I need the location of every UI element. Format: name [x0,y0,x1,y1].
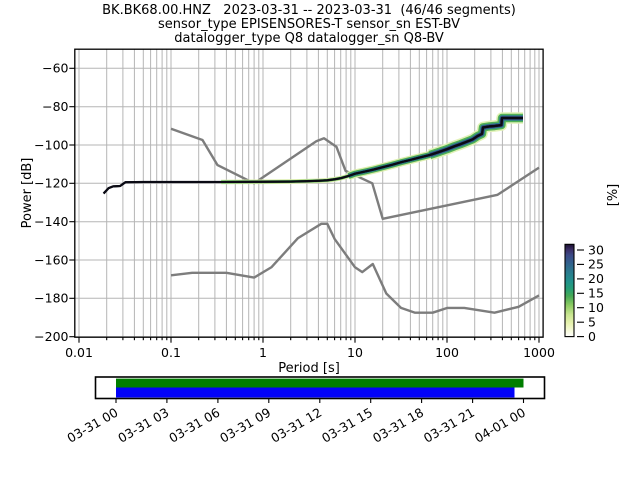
colorbar-tick-label: 5 [588,314,596,329]
y-axis-label: Power [dB] [20,158,35,229]
axis-tick-labels: 0.01 0.1 1 10 100 1000 −60 −80 −100 −120 −140 −160 −… [34,61,555,360]
y-tick-label: −160 [34,252,68,267]
chart-subtitle-sensor: sensor_type EPISENSORES-T sensor_sn EST-… [158,17,460,32]
chart-title: BK.BK68.00.HNZ 2023-03-31 -- 2023-03-31 … [102,3,516,18]
colorbar-tick-label: 15 [588,286,604,301]
colorbar-tick-label: 10 [588,300,604,315]
colorbar-tick-label: 20 [588,271,604,286]
noise-model-low-NLNM-curve [170,222,540,314]
chart-canvas: 0.01 0.1 1 10 100 1000−60−80−100−120−140−160−… [34,48,604,446]
y-tick-label: −120 [34,176,68,191]
curves [102,112,540,314]
noise-model-high-NHNM-curve [170,127,540,220]
x-tick-label: 0.1 [161,345,181,360]
timeline-tick-label: 03-31 15 [319,405,375,446]
timeline-tick-label: 03-31 00 [64,405,120,446]
plot-frame [74,48,544,338]
timeline-tick-label: 03-31 21 [421,405,477,446]
y-tick-label: −140 [34,214,68,229]
psd-mode-curve [102,116,523,195]
coverage-data-segment [116,378,524,388]
y-tick-label: −180 [34,291,68,306]
y-tick-label: −100 [34,137,68,152]
x-axis-label: Period [s] [278,361,340,376]
timeline-tick-label: 03-31 12 [268,405,324,446]
coverage-time-span [116,387,515,398]
chart-subtitle-datalogger: datalogger_type Q8 datalogger_sn Q8-BV [174,31,444,46]
timeline-tick-label: 04-01 00 [472,405,528,446]
x-tick-label: 1 [259,345,267,360]
colorbar-tick-label: 0 [588,329,596,344]
grid-lines [74,49,544,338]
x-tick-label: 100 [435,345,459,360]
axis-ticks [69,67,540,343]
timeline-tick-label: 03-31 09 [217,405,273,446]
timeline-tick-label: 03-31 03 [115,405,171,446]
x-tick-label: 1000 [523,345,555,360]
colorbar-label: [%] [606,184,621,207]
x-tick-label: 0.01 [65,345,93,360]
y-tick-label: −80 [42,99,68,114]
timeline-tick-label: 03-31 18 [370,405,426,446]
colorbar-tick-label: 25 [588,257,604,272]
y-tick-label: −60 [42,61,68,76]
x-tick-label: 10 [347,345,363,360]
y-tick-label: −200 [34,329,68,344]
colorbar-gradient [564,243,575,338]
title-block: BK.BK68.00.HNZ 2023-03-31 -- 2023-03-31 … [102,3,516,46]
colorbar-tick-label: 30 [588,242,604,257]
timeline-tick-label: 03-31 06 [166,405,222,446]
